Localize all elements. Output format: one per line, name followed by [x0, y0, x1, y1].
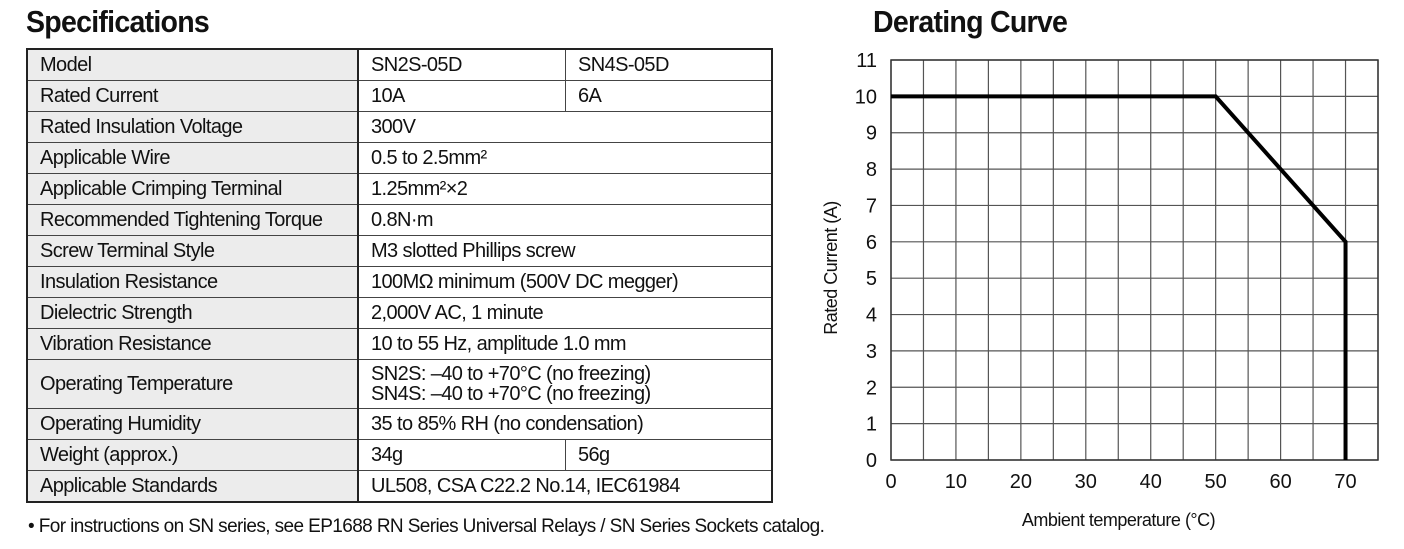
table-row: Rated Current 10A 6A — [26, 80, 773, 112]
derating-curve-title: Derating Curve — [873, 4, 1068, 39]
spec-label: Vibration Resistance — [26, 328, 359, 360]
x-tick-label: 40 — [1140, 471, 1162, 493]
specifications-table: Model SN2S-05D SN4S-05D Rated Current 10A 6A R… — [26, 48, 773, 503]
plot-frame — [890, 59, 1379, 461]
y-tick-label: 3 — [866, 341, 877, 363]
table-row: Operating Temperature SN2S: –40 to +70°C … — [26, 359, 773, 409]
spec-value: SN2S-05D — [357, 48, 566, 81]
spec-label: Weight (approx.) — [26, 439, 359, 471]
y-tick-label: 1 — [866, 414, 877, 436]
y-tick-label: 7 — [866, 195, 877, 217]
x-tick-label: 60 — [1269, 471, 1291, 493]
y-tick-label: 10 — [855, 86, 877, 108]
table-row: Applicable Crimping Terminal 1.25mm²×2 — [26, 173, 773, 205]
spec-value-line: SN4S: –40 to +70°C (no freezing) — [371, 383, 651, 405]
x-tick-label: 30 — [1075, 471, 1097, 493]
table-row: Recommended Tightening Torque 0.8N·m — [26, 204, 773, 236]
catalog-note: • For instructions on SN series, see EP1… — [28, 516, 825, 537]
spec-label: Applicable Standards — [26, 470, 359, 503]
x-axis-label: Ambient temperature (°C) — [1022, 510, 1215, 530]
x-tick-label: 10 — [945, 471, 967, 493]
spec-value-line: SN2S: –40 to +70°C (no freezing) — [371, 363, 651, 385]
spec-label: Operating Temperature — [26, 359, 359, 409]
y-tick-label: 4 — [866, 305, 877, 327]
y-tick-label: 5 — [866, 268, 877, 290]
table-row: Weight (approx.) 34g 56g — [26, 439, 773, 471]
spec-label: Rated Insulation Voltage — [26, 111, 359, 143]
x-tick-label: 70 — [1334, 471, 1356, 493]
table-row: Applicable Standards UL508, CSA C22.2 No.… — [26, 470, 773, 503]
spec-value: 100MΩ minimum (500V DC megger) — [357, 266, 773, 298]
table-row: Vibration Resistance 10 to 55 Hz, amplitu… — [26, 328, 773, 360]
spec-value: 56g — [565, 439, 773, 471]
spec-value: 2,000V AC, 1 minute — [357, 297, 773, 329]
x-tick-label: 0 — [885, 471, 896, 493]
specifications-title: Specifications — [26, 4, 210, 39]
y-axis-label: Rated Current (A) — [821, 201, 841, 335]
y-tick-label: 9 — [866, 123, 877, 145]
spec-value: 10 to 55 Hz, amplitude 1.0 mm — [357, 328, 773, 360]
table-row: Insulation Resistance 100MΩ minimum (500V… — [26, 266, 773, 298]
spec-label: Dielectric Strength — [26, 297, 359, 329]
spec-value: 34g — [357, 439, 566, 471]
spec-value: 10A — [357, 80, 566, 112]
y-tick-label: 8 — [866, 159, 877, 181]
x-tick-label: 20 — [1010, 471, 1032, 493]
spec-value: UL508, CSA C22.2 No.14, IEC61984 — [357, 470, 773, 503]
table-row: Dielectric Strength 2,000V AC, 1 minute — [26, 297, 773, 329]
spec-value: 6A — [565, 80, 773, 112]
y-tick-label: 0 — [866, 450, 877, 472]
spec-label: Applicable Crimping Terminal — [26, 173, 359, 205]
table-row: Rated Insulation Voltage 300V — [26, 111, 773, 143]
spec-label: Rated Current — [26, 80, 359, 112]
spec-label: Insulation Resistance — [26, 266, 359, 298]
y-tick-label: 11 — [856, 50, 877, 72]
spec-label: Recommended Tightening Torque — [26, 204, 359, 236]
derating-line — [891, 94, 1348, 460]
x-tick-label: 50 — [1205, 471, 1227, 493]
spec-value: SN2S: –40 to +70°C (no freezing) SN4S: –4… — [357, 359, 773, 409]
spec-label: Screw Terminal Style — [26, 235, 359, 267]
spec-value: 1.25mm²×2 — [357, 173, 773, 205]
y-tick-label: 6 — [866, 232, 877, 254]
spec-value: 0.5 to 2.5mm² — [357, 142, 773, 174]
y-tick-label: 2 — [866, 377, 877, 399]
